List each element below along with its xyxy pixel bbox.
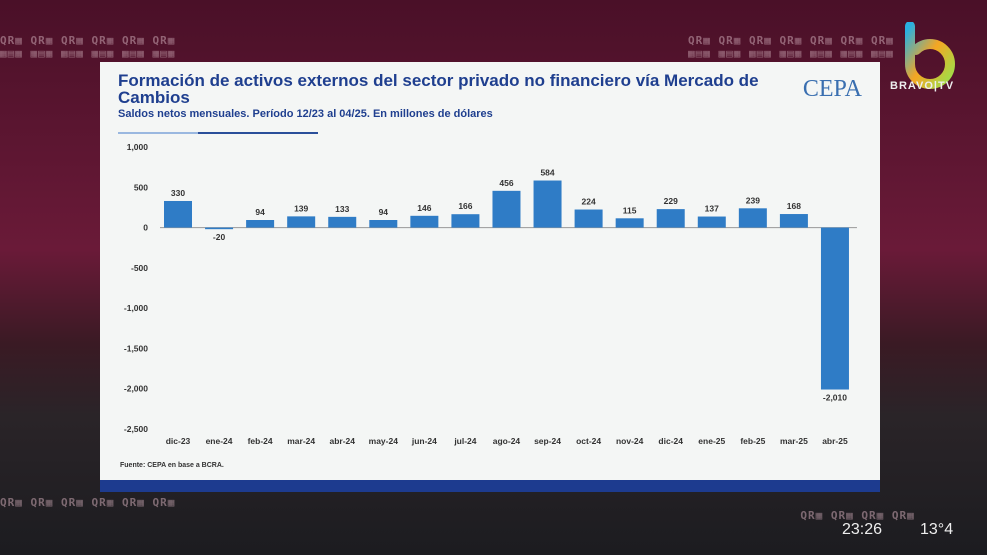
x-tick-label: mar-24	[287, 436, 315, 446]
chart-subtitle: Saldos netos mensuales. Período 12/23 al…	[118, 108, 493, 120]
x-tick-label: feb-24	[248, 436, 273, 446]
data-label: 166	[458, 201, 472, 211]
y-tick-label: -2,000	[124, 384, 148, 394]
x-tick-label: jun-24	[411, 436, 437, 446]
x-tick-label: dic-23	[166, 436, 191, 446]
y-tick-label: -1,500	[124, 343, 148, 353]
data-label: 139	[294, 203, 308, 213]
background-pattern-right: QR▦ QR▦ QR▦ QR▦ QR▦ QR▦ QR▦ ▦▤▦ ▦▤▦ ▦▤▦ ▦…	[688, 34, 894, 60]
panel-footer-band	[100, 480, 880, 492]
data-label: -2,010	[823, 393, 847, 403]
y-tick-label: 0	[143, 223, 148, 233]
bar	[779, 214, 808, 228]
temperature: 13°4	[920, 521, 954, 538]
bar	[287, 216, 316, 228]
x-tick-label: feb-25	[740, 436, 765, 446]
x-tick-label: abr-25	[822, 436, 848, 446]
channel-name: BRAVO|TV	[890, 80, 955, 92]
x-tick-label: ene-25	[698, 436, 725, 446]
x-tick-label: may-24	[369, 436, 399, 446]
data-label: 137	[705, 204, 719, 214]
bar	[615, 218, 644, 228]
x-tick-label: abr-24	[329, 436, 355, 446]
data-label: -20	[213, 232, 226, 242]
chart-source: Fuente: CEPA en base a BCRA.	[120, 462, 224, 469]
bar	[246, 219, 275, 228]
bar	[451, 214, 480, 228]
background-pattern-left: QR▦ QR▦ QR▦ QR▦ QR▦ QR▦ ▦▤▦ ▦▤▦ ▦▤▦ ▦▤▦ ▦…	[0, 34, 176, 60]
y-tick-label: -2,500	[124, 424, 148, 434]
x-tick-label: mar-25	[780, 436, 808, 446]
bar	[533, 180, 562, 228]
data-label: 239	[746, 195, 760, 205]
data-label: 456	[499, 178, 513, 188]
data-label: 115	[623, 205, 637, 215]
x-tick-label: ago-24	[493, 436, 521, 446]
bar	[328, 216, 357, 228]
data-label: 224	[582, 197, 596, 207]
data-label: 133	[335, 204, 349, 214]
data-label: 94	[379, 207, 389, 217]
y-tick-label: 500	[134, 182, 148, 192]
data-label: 229	[664, 196, 678, 206]
data-label: 94	[255, 207, 265, 217]
x-tick-label: ene-24	[206, 436, 233, 446]
bar	[164, 200, 192, 228]
chart-panel: Formación de activos externos del sector…	[100, 62, 880, 492]
x-tick-label: dic-24	[658, 436, 683, 446]
bar-chart: 1,000 500 0 -500 -1,000 -1,500 -2,000 -2,500 330…	[124, 142, 857, 446]
bar	[410, 215, 439, 228]
chart-title: Formación de activos externos del sector…	[118, 71, 759, 107]
bar	[697, 216, 726, 228]
data-label: 330	[171, 188, 185, 198]
x-tick-label: nov-24	[616, 436, 644, 446]
x-tick-label: sep-24	[534, 436, 561, 446]
data-label: 168	[787, 201, 801, 211]
bar	[205, 227, 234, 230]
bar	[369, 219, 398, 228]
y-tick-label: 1,000	[127, 142, 149, 152]
clock: 23:26	[842, 521, 883, 538]
bravo-tv-logo-icon	[905, 22, 955, 89]
y-tick-label: -1,000	[124, 303, 148, 313]
x-tick-label: oct-24	[576, 436, 601, 446]
bar	[820, 227, 849, 390]
cepa-logo: CEPA	[802, 76, 862, 102]
title-underline	[118, 132, 318, 134]
bar	[656, 209, 685, 228]
bar	[492, 190, 521, 228]
background-pattern-bottom: QR▦ QR▦ QR▦ QR▦ QR▦ QR▦ QR▦ QR▦ QR▦ QR▦	[0, 496, 915, 522]
data-label: 146	[417, 203, 431, 213]
bar	[738, 208, 767, 228]
data-label: 584	[540, 168, 554, 178]
bar	[574, 209, 603, 228]
x-tick-label: jul-24	[453, 436, 476, 446]
y-tick-label: -500	[131, 263, 148, 273]
